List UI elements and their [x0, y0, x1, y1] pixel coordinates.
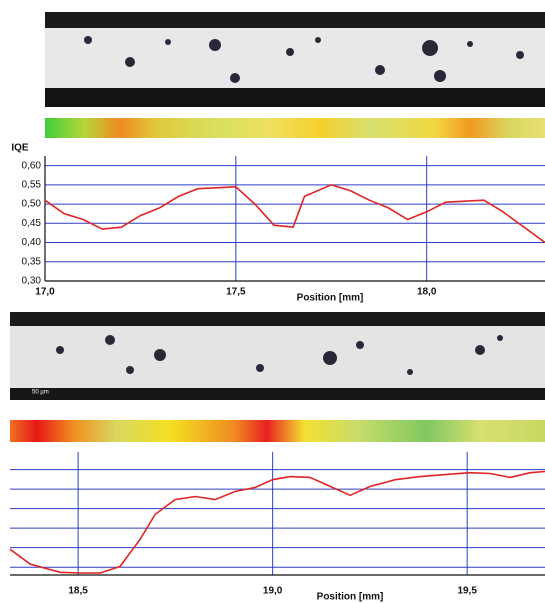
x-tick-label: 19,5: [457, 586, 477, 597]
x-tick-label: 18,0: [417, 287, 437, 298]
y-tick-label: 0,55: [22, 179, 42, 190]
micrograph-1: [45, 12, 545, 107]
y-tick-label: 0,40: [22, 237, 42, 248]
iqe-line: [9, 470, 545, 574]
color-bar: [45, 118, 545, 138]
y-tick-label: 0,45: [22, 218, 42, 229]
x-axis-label: Position [mm]: [297, 293, 364, 304]
color-bar: [10, 420, 545, 442]
micrograph-2: 50 µm: [10, 312, 545, 400]
x-tick-label: 17,0: [35, 287, 55, 298]
y-tick-label: 0,30: [22, 276, 42, 287]
scale-label: 50 µm: [32, 390, 49, 396]
x-tick-label: 17,5: [226, 287, 246, 298]
y-tick-label: 0,60: [22, 160, 42, 171]
charts: 0,30 0,35 0,40 0,45 0,50 0,55 0,60 17,0 17,5 18,0…: [9, 143, 545, 603]
x-axis-label: Position [mm]: [317, 592, 384, 603]
y-axis-label: IQE: [11, 143, 29, 154]
iqe-line: [44, 183, 545, 244]
x-tick-label: 19,0: [263, 586, 283, 597]
y-tick-label: 0,35: [22, 256, 42, 267]
x-tick-label: 18,5: [68, 586, 88, 597]
y-tick-label: 0,50: [22, 199, 42, 210]
